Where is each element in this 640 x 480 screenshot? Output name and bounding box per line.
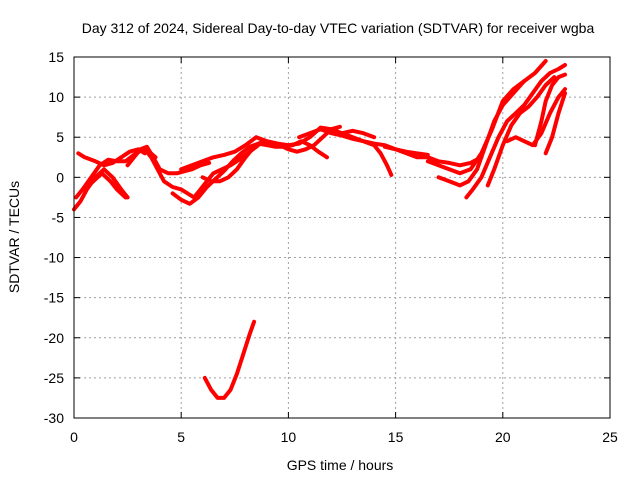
grid: [74, 57, 610, 418]
series-line-arc-5: [125, 144, 212, 176]
series-line-arc-13: [425, 79, 527, 176]
y-tick-label: -20: [44, 330, 64, 346]
x-axis-label: GPS time / hours: [287, 457, 394, 473]
x-tick-label: 5: [177, 429, 185, 445]
series-line-arc-18: [533, 72, 567, 148]
series-line-arc-20: [202, 319, 257, 400]
y-tick-label: -25: [44, 370, 64, 386]
x-tick-label: 10: [281, 429, 297, 445]
x-tick-label: 20: [495, 429, 511, 445]
y-tick-label: 15: [48, 49, 64, 65]
data-series: [72, 59, 567, 400]
series-line-arc-3: [76, 147, 147, 168]
y-tick-label: 5: [56, 129, 64, 145]
series-line-arc-12: [382, 144, 484, 168]
series-line-arc-14: [436, 59, 548, 188]
y-tick-label: 0: [56, 169, 64, 185]
y-tick-label: -15: [44, 290, 64, 306]
x-tick-label: 0: [70, 429, 78, 445]
y-tick-label: -5: [52, 209, 65, 225]
series-line-arc-4: [82, 171, 128, 200]
y-tick-label: 10: [48, 89, 64, 105]
x-tick-label: 15: [388, 429, 404, 445]
series-line-arc-15: [464, 63, 567, 200]
plot-frame: [73, 56, 611, 419]
axis-ticks: 0 5 10 15 20 25 -30 -25 -20 -15 -10 -5 0 5 10 15: [44, 49, 618, 445]
x-tick-label: 25: [602, 429, 618, 445]
y-tick-label: -30: [44, 410, 64, 426]
series-line-arc-19: [543, 91, 567, 156]
y-axis-label: SDTVAR / TECUs: [6, 181, 22, 293]
series-line-arc-6: [142, 139, 265, 200]
series-line-arc-9: [200, 124, 342, 184]
series-line-arc-16: [485, 75, 557, 188]
y-tick-label: -10: [44, 250, 64, 266]
series-line-arc-11: [340, 131, 394, 177]
chart-title: Day 312 of 2024, Sidereal Day-to-day VTE…: [82, 20, 595, 36]
